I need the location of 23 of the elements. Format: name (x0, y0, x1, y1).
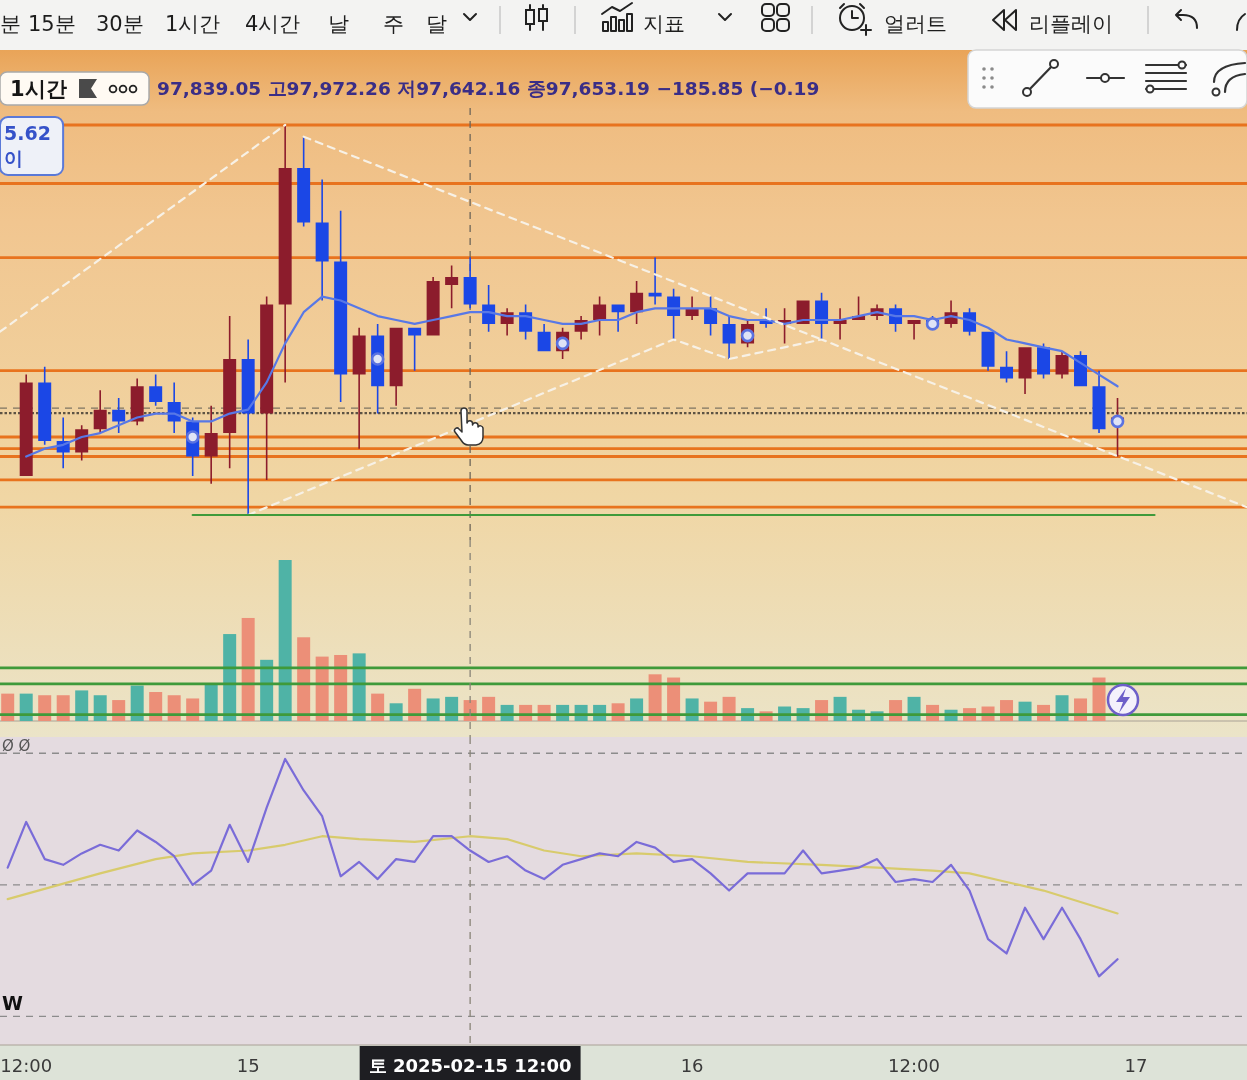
text: 지표 (643, 12, 685, 36)
text: 4시간 (245, 12, 301, 36)
x-tick-label: 12:00 (0, 1055, 53, 1076)
text: 분 (0, 12, 21, 36)
x-tick-label: 15 (236, 1055, 260, 1076)
annotation: 5.62 (4, 122, 51, 144)
text: 30분 (96, 12, 144, 36)
x-tick-label: 17 (1124, 1055, 1148, 1076)
x-tick-label: 16 (680, 1055, 704, 1076)
x-tick-label: 12:00 (888, 1055, 940, 1076)
text: 리플레이 (1029, 12, 1113, 36)
text: 1시간 (165, 12, 221, 36)
text: 달 (426, 12, 447, 36)
text: 얼러트 (884, 12, 947, 36)
chart-title: 1시간 (10, 77, 67, 101)
ref-line-label: 토 2025-02-15 12:00 (368, 1055, 572, 1076)
text: Ø Ø (2, 737, 31, 755)
text: 날 (328, 12, 349, 36)
annotation: 이 (4, 147, 23, 169)
chart-subtitle: 97,839.05 고97,972.26 저97,642.16 종97,653.19 −185.85 (−0.19 (157, 78, 820, 99)
text: 15분 (28, 12, 76, 36)
text: 주 (383, 12, 404, 36)
annotation: W (2, 992, 23, 1014)
